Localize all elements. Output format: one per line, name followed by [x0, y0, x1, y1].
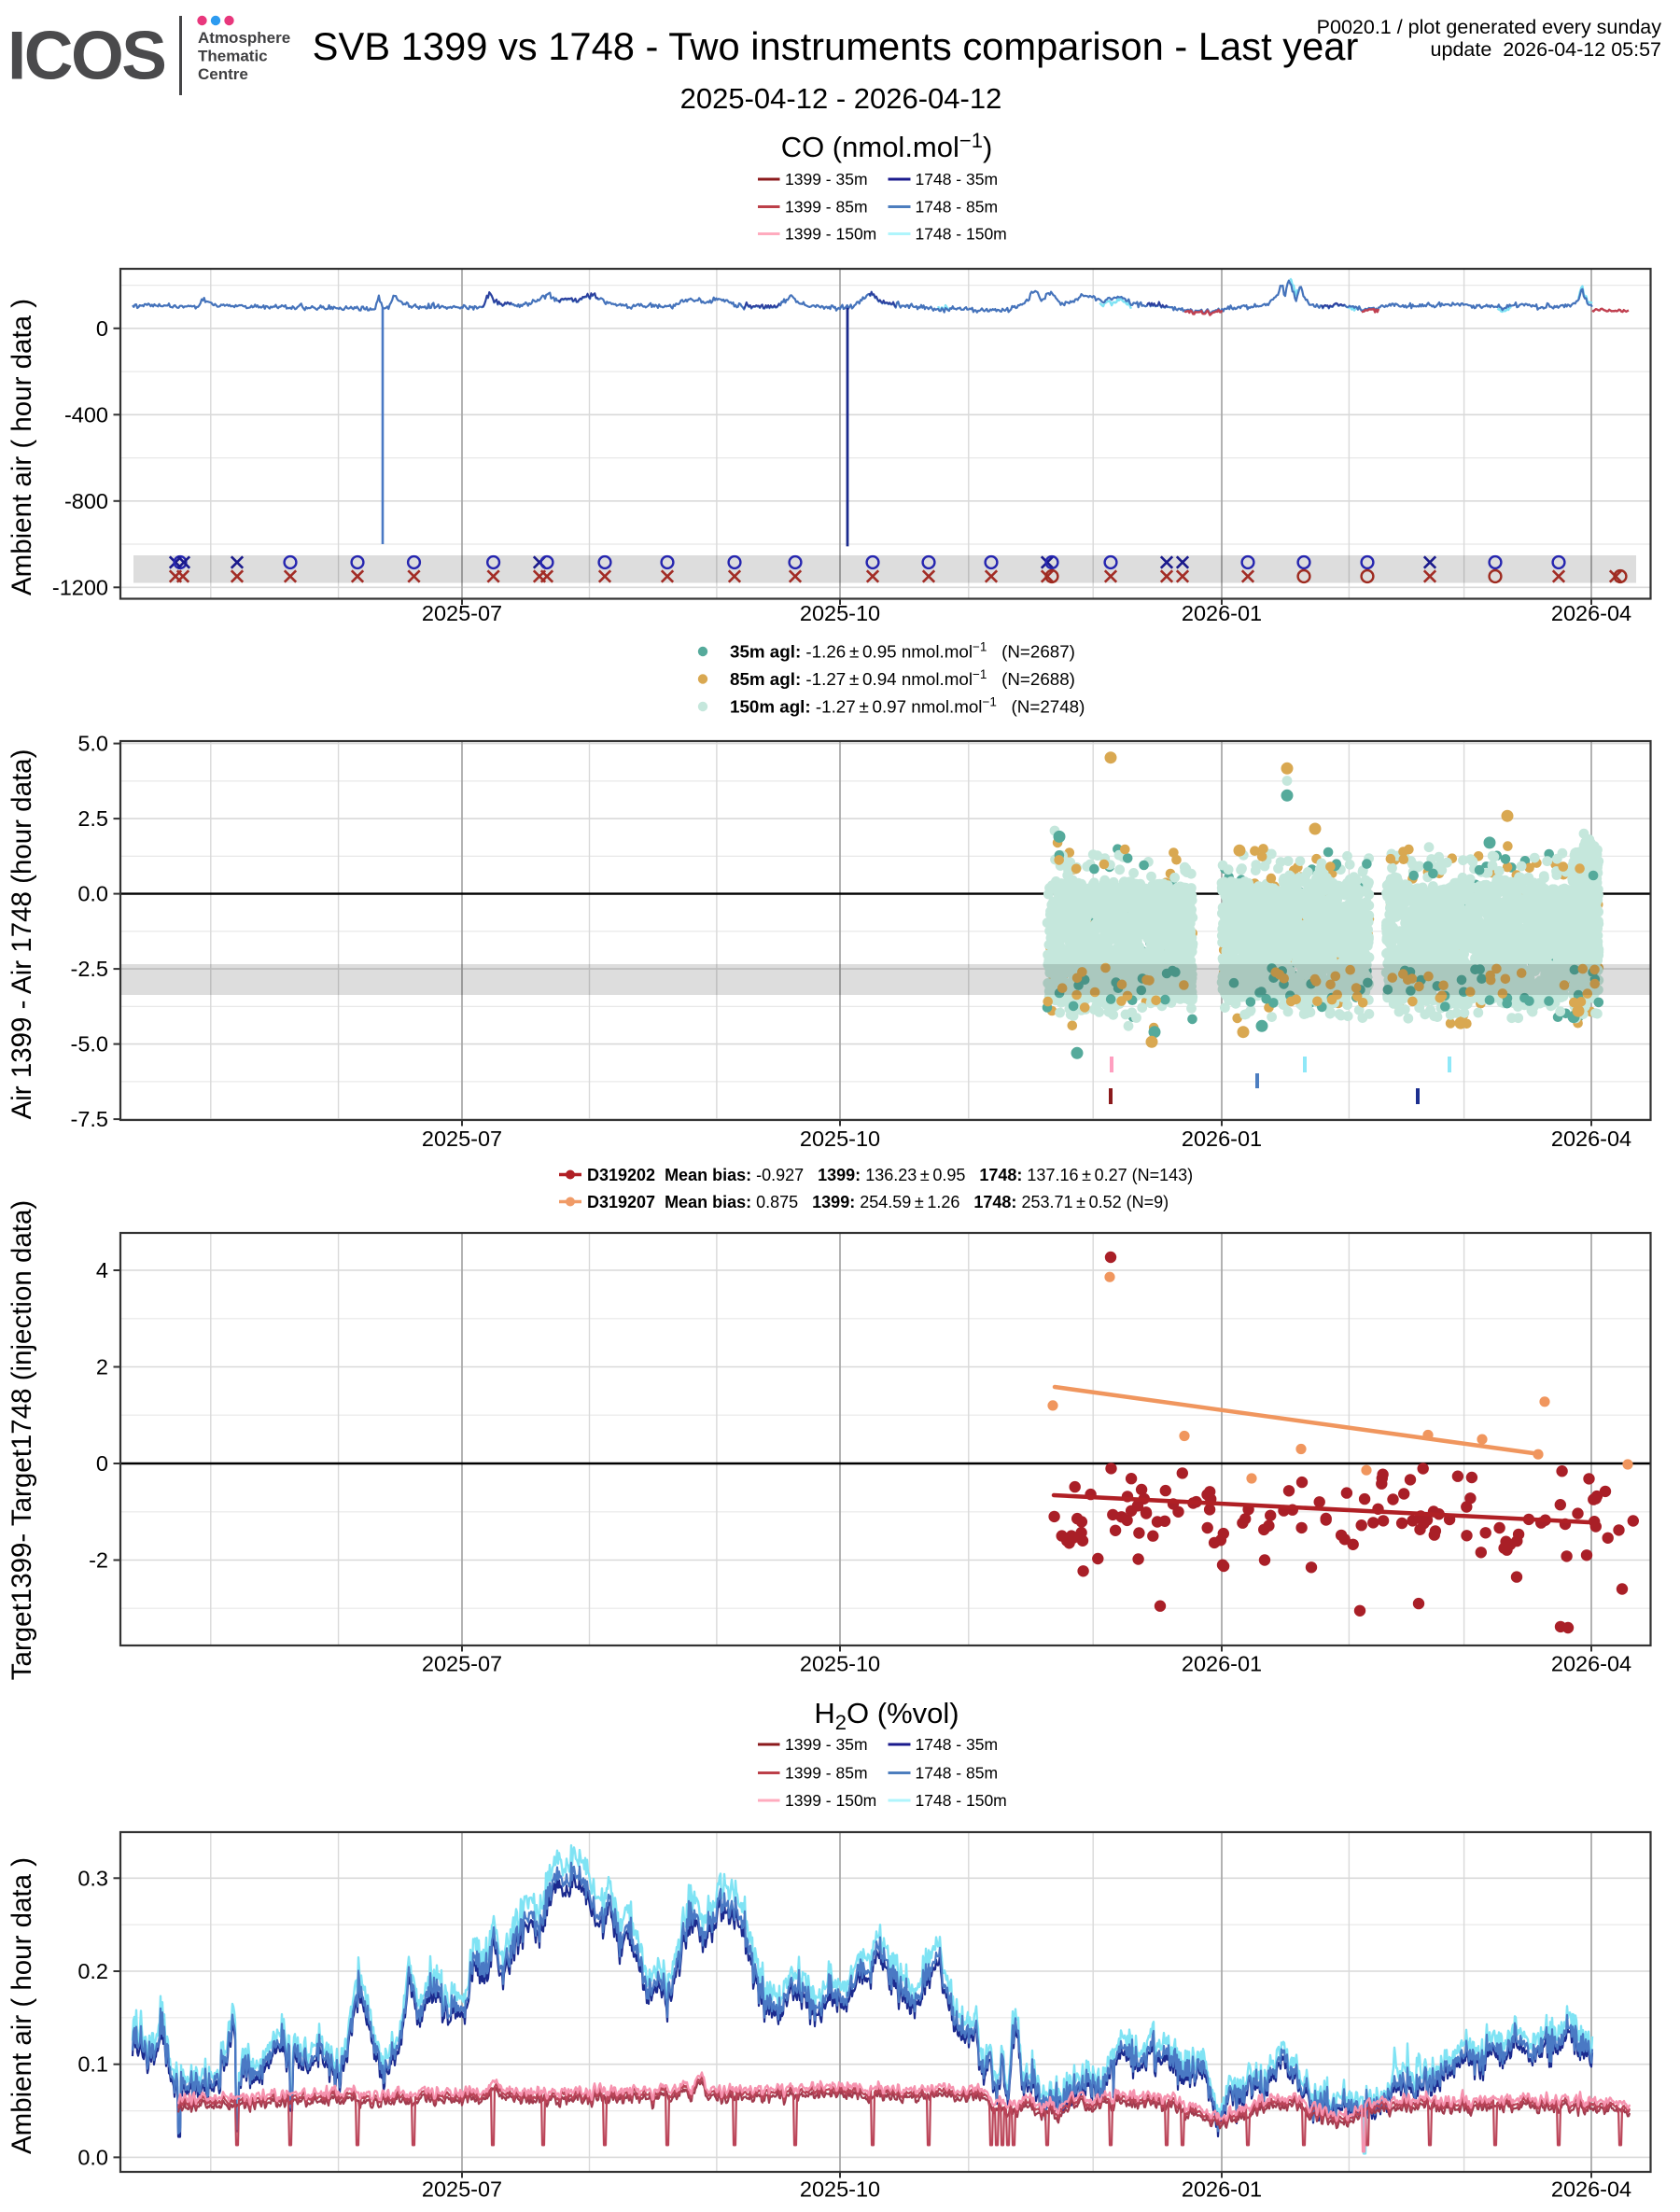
- svg-text:1399 - 85m: 1399 - 85m: [785, 1764, 868, 1783]
- svg-text:Centre: Centre: [198, 65, 248, 83]
- svg-text:-2.5: -2.5: [71, 957, 109, 981]
- svg-text:ICOS: ICOS: [7, 19, 164, 94]
- svg-text:Thematic: Thematic: [198, 48, 268, 65]
- svg-text:2025-10: 2025-10: [800, 2177, 880, 2201]
- svg-text:Ambient air ( hour data ): Ambient air ( hour data ): [7, 299, 37, 595]
- svg-text:Air 1399 - Air 1748 (hour data: Air 1399 - Air 1748 (hour data): [7, 749, 37, 1120]
- svg-text:-5.0: -5.0: [71, 1032, 109, 1057]
- svg-text:0: 0: [96, 1451, 108, 1476]
- svg-text:-7.5: -7.5: [71, 1107, 109, 1131]
- svg-text:update 2026-04-12 05:57: update 2026-04-12 05:57: [1431, 38, 1661, 61]
- svg-text:2025-10: 2025-10: [800, 601, 880, 625]
- svg-text:CO (nmol.mol−1): CO (nmol.mol−1): [781, 129, 993, 163]
- svg-text:Target1399- Target1748 (inject: Target1399- Target1748 (injection data): [7, 1200, 37, 1680]
- svg-text:2025-07: 2025-07: [422, 1652, 502, 1676]
- svg-text:1399 - 35m: 1399 - 35m: [785, 1735, 868, 1754]
- svg-text:1399 - 150m: 1399 - 150m: [785, 1791, 876, 1810]
- svg-text:1399 - 85m: 1399 - 85m: [785, 198, 868, 217]
- svg-text:2026-01: 2026-01: [1182, 1127, 1262, 1151]
- svg-text:4: 4: [96, 1258, 108, 1282]
- svg-text:2026-01: 2026-01: [1182, 601, 1262, 625]
- svg-text:2026-01: 2026-01: [1182, 2177, 1262, 2201]
- svg-text:1748 - 85m: 1748 - 85m: [916, 198, 999, 217]
- svg-text:2026-04: 2026-04: [1551, 2177, 1631, 2201]
- svg-text:150m agl: -1.27 ± 0.97 nmol.mo: 150m agl: -1.27 ± 0.97 nmol.mol−1 (N=274…: [730, 695, 1085, 717]
- svg-text:2025-07: 2025-07: [422, 2177, 502, 2201]
- svg-text:1748 - 150m: 1748 - 150m: [916, 225, 1007, 244]
- svg-text:D319202 Mean bias: -0.927 1: D319202 Mean bias: -0.927 1399: 136.23 ±…: [587, 1166, 1193, 1184]
- svg-text:2026-01: 2026-01: [1182, 1652, 1262, 1676]
- svg-text:5.0: 5.0: [77, 732, 108, 756]
- svg-text:2026-04: 2026-04: [1551, 1127, 1631, 1151]
- svg-text:2025-04-12 - 2026-04-12: 2025-04-12 - 2026-04-12: [680, 82, 1002, 115]
- svg-text:2025-10: 2025-10: [800, 1127, 880, 1151]
- svg-text:-800: -800: [64, 489, 108, 513]
- svg-text:2026-04: 2026-04: [1551, 1652, 1631, 1676]
- svg-text:1748 - 35m: 1748 - 35m: [916, 1735, 999, 1754]
- svg-text:0: 0: [96, 316, 108, 341]
- svg-text:2.5: 2.5: [77, 806, 108, 831]
- svg-text:2025-07: 2025-07: [422, 601, 502, 625]
- svg-text:2025-07: 2025-07: [422, 1127, 502, 1151]
- svg-text:2026-04: 2026-04: [1551, 601, 1631, 625]
- svg-text:-2: -2: [89, 1548, 108, 1573]
- svg-text:1748 - 35m: 1748 - 35m: [916, 170, 999, 189]
- svg-text:0.0: 0.0: [77, 882, 108, 906]
- svg-text:Atmosphere: Atmosphere: [198, 29, 290, 47]
- svg-text:0.3: 0.3: [77, 1866, 108, 1890]
- svg-text:0.2: 0.2: [77, 1959, 108, 1983]
- svg-text:35m agl: -1.26 ± 0.95 nmol.mol: 35m agl: -1.26 ± 0.95 nmol.mol−1 (N=2687…: [730, 640, 1075, 662]
- svg-text:1399 - 150m: 1399 - 150m: [785, 225, 876, 244]
- svg-text:Ambient air ( hour data ): Ambient air ( hour data ): [7, 1857, 37, 2154]
- svg-text:P0020.1 / plot generated every: P0020.1 / plot generated every sunday: [1317, 16, 1662, 38]
- svg-text:1399 - 35m: 1399 - 35m: [785, 170, 868, 189]
- svg-text:0.1: 0.1: [77, 2052, 108, 2077]
- svg-text:1748 - 85m: 1748 - 85m: [916, 1764, 999, 1783]
- svg-text:1748 - 150m: 1748 - 150m: [916, 1791, 1007, 1810]
- svg-text:2025-10: 2025-10: [800, 1652, 880, 1676]
- svg-text:SVB 1399 vs 1748 - Two instrum: SVB 1399 vs 1748 - Two instruments compa…: [313, 24, 1359, 68]
- svg-text:D319207 Mean bias: 0.875 13: D319207 Mean bias: 0.875 1399: 254.59 ± …: [587, 1193, 1169, 1211]
- svg-text:-1200: -1200: [52, 575, 108, 599]
- svg-text:-400: -400: [64, 402, 108, 427]
- svg-text:2: 2: [96, 1355, 108, 1379]
- svg-text:0.0: 0.0: [77, 2145, 108, 2169]
- svg-text:85m agl: -1.27 ± 0.94 nmol.mol: 85m agl: -1.27 ± 0.94 nmol.mol−1 (N=2688…: [730, 667, 1075, 689]
